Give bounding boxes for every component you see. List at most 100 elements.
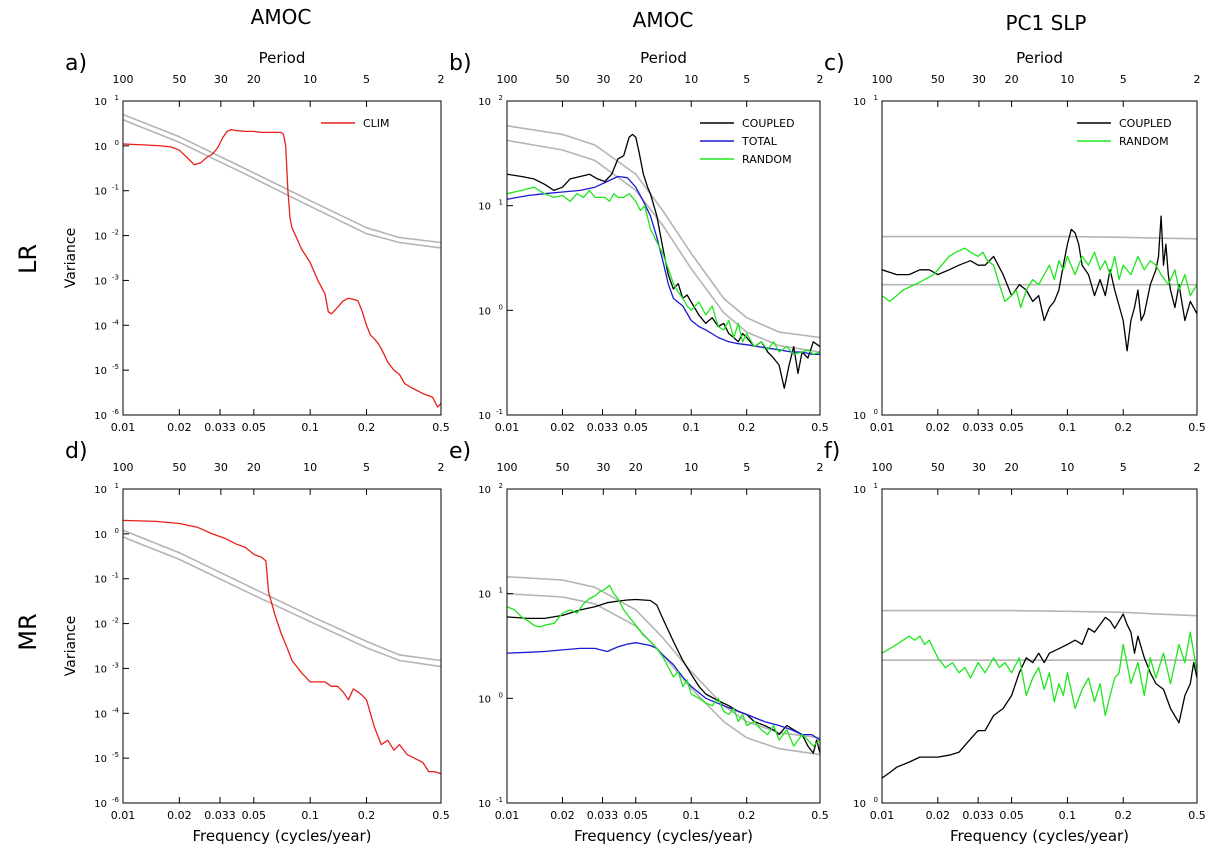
series-coupled-b	[507, 133, 820, 389]
x-tick-label-b-1: 0.02	[550, 421, 575, 434]
top-tick-label-e-4: 10	[684, 461, 698, 474]
series-clim-a	[123, 128, 441, 408]
column-title-3: PC1 SLP	[1005, 11, 1086, 35]
y-tick-exponent-a-0: -6	[112, 408, 120, 416]
x-tick-label-d-6: 0.5	[432, 809, 450, 822]
panel-label-f: f)	[824, 439, 840, 464]
series-e-1	[507, 642, 820, 741]
y-tick-label-b-3: 10	[478, 97, 491, 108]
y-tick-label-c-1: 10	[853, 97, 866, 108]
y-tick-exponent-c-1: 1	[874, 94, 878, 102]
y-tick-label-a-0: 10	[94, 411, 107, 422]
y-tick-exponent-b-1: 0	[499, 303, 503, 311]
y-tick-label-c-0: 10	[853, 411, 866, 422]
x-tick-label-f-5: 0.2	[1114, 809, 1132, 822]
x-tick-label-d-3: 0.05	[242, 809, 267, 822]
y-tick-exponent-b-2: 1	[499, 199, 503, 207]
y-tick-exponent-d-0: -6	[112, 796, 120, 804]
top-tick-label-c-5: 5	[1120, 73, 1127, 86]
legend-label-clim-a: CLIM	[363, 117, 390, 130]
y-tick-label-d-7: 10	[94, 485, 107, 496]
y-tick-label-e-0: 10	[478, 799, 491, 810]
series-d-0	[123, 519, 441, 775]
series-group-e	[507, 576, 820, 756]
top-tick-label-c-6: 2	[1194, 73, 1201, 86]
top-tick-label-b-2: 30	[596, 73, 610, 86]
series-total-b	[507, 175, 820, 355]
y-tick-exponent-a-3: -3	[112, 273, 119, 281]
top-tick-label-e-2: 30	[596, 461, 610, 474]
column-title-1: AMOC	[251, 5, 312, 29]
panel-label-b: b)	[449, 51, 472, 76]
plot-frame-f	[881, 488, 1198, 804]
y-tick-label-b-2: 10	[478, 202, 491, 213]
x-tick-label-e-3: 0.05	[624, 809, 649, 822]
top-tick-label-c-1: 50	[931, 73, 945, 86]
y-tick-exponent-e-0: -1	[496, 796, 503, 804]
legend-label-coupled-c: COUPLED	[1119, 117, 1172, 130]
x-tick-label-d-0: 0.01	[111, 809, 136, 822]
x-tick-label-a-3: 0.05	[242, 421, 267, 434]
significance-curve-a-1	[123, 113, 441, 244]
y-tick-exponent-d-5: -1	[112, 572, 119, 580]
x-tick-label-b-2: 0.033	[587, 421, 619, 434]
y-tick-exponent-b-3: 2	[499, 94, 503, 102]
y-tick-label-d-5: 10	[94, 575, 107, 586]
x-tick-label-e-6: 0.5	[811, 809, 829, 822]
top-tick-label-b-6: 2	[817, 73, 824, 86]
plot-frame-e	[506, 488, 821, 804]
y-axis-label-d: Variance	[63, 616, 79, 676]
x-tick-label-f-3: 0.05	[999, 809, 1024, 822]
y-tick-label-e-2: 10	[478, 590, 491, 601]
y-tick-exponent-d-4: -2	[112, 617, 119, 625]
top-tick-label-d-1: 50	[172, 461, 186, 474]
panel-label-a: a)	[65, 51, 87, 76]
plot-frame-c	[881, 100, 1198, 416]
top-axis-label-a: Period	[259, 49, 306, 67]
x-axis-label-f: Frequency (cycles/year)	[950, 827, 1129, 845]
column-title-2: AMOC	[633, 8, 694, 32]
x-tick-label-c-1: 0.02	[926, 421, 951, 434]
y-tick-label-b-1: 10	[478, 306, 491, 317]
y-tick-exponent-f-1: 1	[874, 482, 878, 490]
x-tick-label-d-2: 0.033	[204, 809, 236, 822]
row-label-mr: MR	[14, 613, 42, 650]
significance-curve-d-2	[123, 536, 441, 668]
x-tick-label-c-0: 0.01	[870, 421, 895, 434]
y-tick-label-e-1: 10	[478, 694, 491, 705]
top-tick-label-e-5: 5	[743, 461, 750, 474]
y-tick-exponent-c-0: 0	[874, 408, 878, 416]
x-tick-label-b-4: 0.1	[682, 421, 700, 434]
y-tick-label-e-3: 10	[478, 485, 491, 496]
y-tick-label-f-1: 10	[853, 485, 866, 496]
x-tick-label-d-1: 0.02	[167, 809, 192, 822]
y-tick-label-a-5: 10	[94, 187, 107, 198]
plot-frame-d	[122, 488, 442, 804]
y-tick-exponent-a-4: -2	[112, 229, 119, 237]
top-tick-label-a-2: 30	[214, 73, 228, 86]
top-tick-label-c-3: 20	[1005, 73, 1019, 86]
x-tick-label-e-0: 0.01	[495, 809, 520, 822]
series-f-1	[882, 631, 1197, 717]
top-tick-label-a-5: 5	[363, 73, 370, 86]
x-tick-label-f-0: 0.01	[870, 809, 895, 822]
top-axis-label-b: Period	[640, 49, 687, 67]
significance-curve-d-1	[123, 529, 441, 662]
y-tick-label-f-0: 10	[853, 799, 866, 810]
y-tick-label-a-6: 10	[94, 142, 107, 153]
y-tick-exponent-a-7: 1	[115, 94, 119, 102]
x-tick-label-a-1: 0.02	[167, 421, 192, 434]
x-tick-label-c-3: 0.05	[999, 421, 1024, 434]
series-coupled-c	[882, 215, 1197, 352]
y-tick-label-d-6: 10	[94, 530, 107, 541]
top-tick-label-f-3: 20	[1005, 461, 1019, 474]
top-tick-label-e-0: 100	[497, 461, 518, 474]
series-group-f	[882, 609, 1197, 779]
x-tick-label-a-4: 0.1	[301, 421, 319, 434]
series-f-0	[882, 613, 1197, 779]
legend-label-coupled-b: COUPLED	[742, 117, 795, 130]
x-tick-label-d-4: 0.1	[301, 809, 319, 822]
